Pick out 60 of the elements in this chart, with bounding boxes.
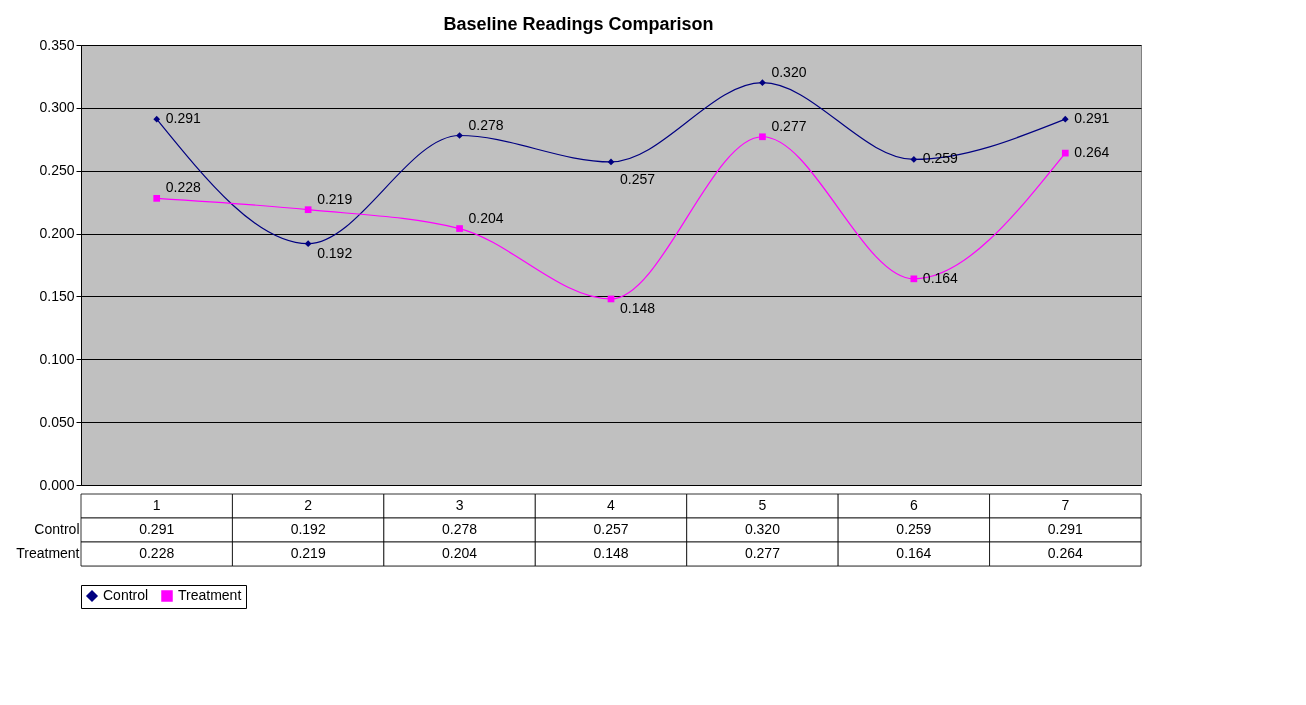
text: Control (34, 521, 80, 537)
y-tick-label: 0.250 (39, 162, 75, 179)
text: 0.219 (317, 190, 353, 207)
x-tick-label: 4 (607, 497, 616, 513)
data-label: 0.148 (593, 545, 629, 561)
text: 0.320 (771, 63, 807, 80)
point (1061, 149, 1069, 157)
point (759, 79, 766, 87)
y-tick-label: 0.200 (39, 225, 75, 242)
data-label: 0.291 (1047, 521, 1084, 537)
text: 0.164 (922, 269, 958, 286)
text: Treatment (16, 545, 80, 561)
data-label: 0.204 (442, 545, 478, 561)
data-label: 0.277 (744, 545, 781, 561)
point (304, 240, 312, 247)
text: 0.148 (620, 299, 656, 316)
text: 0.192 (317, 244, 353, 261)
point (759, 133, 766, 141)
point (153, 115, 161, 123)
x-tick-label: 3 (455, 497, 464, 513)
text: 0.257 (620, 170, 656, 187)
data-label: 0.320 (744, 521, 781, 537)
data-label: 0.257 (593, 521, 629, 537)
data-label: 0.278 (442, 521, 478, 537)
point (910, 156, 918, 163)
point (607, 158, 615, 166)
x-tick-label: 2 (304, 497, 313, 513)
point (910, 275, 918, 283)
y-tick-label: 0.100 (39, 350, 75, 367)
data-label: 0.264 (1047, 545, 1084, 561)
text: 0.278 (468, 116, 504, 133)
y-tick-label: 0.300 (39, 99, 75, 116)
point (1061, 115, 1069, 123)
x-tick-label: 1 (152, 497, 161, 513)
chart-title: Baseline Readings Comparison (443, 13, 714, 34)
data-label: 0.164 (896, 545, 932, 561)
point (153, 195, 161, 202)
point (456, 132, 463, 139)
text: 0.204 (468, 209, 504, 226)
y-tick-label: 0.050 (39, 413, 75, 430)
data-label: 0.291 (139, 521, 175, 537)
text: 0.277 (771, 117, 807, 134)
point (456, 225, 463, 232)
y-tick-label: 0.150 (39, 287, 75, 304)
legend-label: Treatment (178, 587, 242, 603)
y-tick-label: 0.350 (39, 36, 75, 53)
data-label: 0.228 (139, 545, 175, 561)
data-label: 0.192 (290, 521, 326, 537)
data-label: 0.259 (896, 521, 932, 537)
data-label: 0.219 (290, 545, 326, 561)
x-tick-label: 6 (909, 497, 918, 513)
text: 0.291 (165, 110, 201, 127)
legend-label: Control (103, 587, 149, 603)
y-tick-label: 0.000 (39, 476, 75, 493)
x-tick-label: 5 (758, 497, 767, 513)
text: 0.228 (165, 179, 201, 196)
point (304, 206, 312, 214)
x-tick-label: 7 (1061, 497, 1070, 513)
text: 0.264 (1074, 144, 1110, 161)
text: 0.291 (1074, 110, 1110, 127)
